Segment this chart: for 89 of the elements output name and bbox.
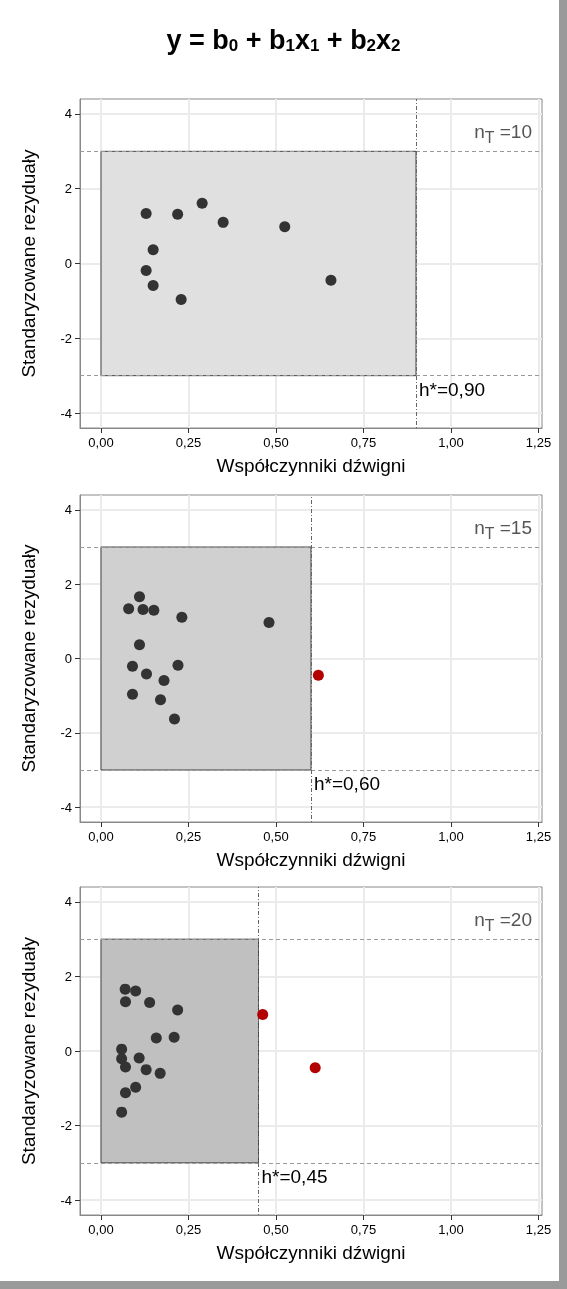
point (312, 669, 324, 681)
point (140, 1064, 152, 1076)
x-tick-label: 1,00 (438, 1222, 464, 1237)
ref-line-label: h*=0,60 (314, 772, 381, 794)
y-tick-label: 2 (64, 968, 72, 984)
x-tick-label: 1,25 (525, 435, 552, 450)
x-tick-label: 0,00 (88, 435, 114, 450)
x-tick-label: 1,00 (438, 435, 464, 450)
point (130, 1081, 142, 1093)
point (120, 996, 131, 1008)
point (120, 1061, 131, 1073)
annotation: n$_{T}$ =10 (474, 121, 532, 149)
point (172, 208, 184, 220)
point (133, 1052, 145, 1064)
y-tick-label: 4 (64, 106, 72, 122)
point (263, 616, 275, 628)
point (257, 1008, 269, 1020)
annotation: n$_{T}$ =20 (474, 909, 532, 936)
x-tick-label: 0,25 (175, 435, 202, 450)
y-axis-title: Standaryzowane rezyduały (18, 936, 39, 1166)
x-tick-label: 0,75 (350, 829, 377, 844)
x-tick-label: 0,00 (88, 1222, 114, 1237)
x-tick-label: 0,50 (263, 829, 289, 844)
point (150, 1032, 162, 1044)
y-tick-label: 2 (64, 576, 72, 592)
ref-line-label: h*=0,90 (419, 378, 486, 400)
y-tick-label: -2 (60, 330, 72, 346)
point (309, 1062, 321, 1074)
annotation: n$_{T}$ =15 (474, 517, 532, 544)
y-tick-label: -2 (60, 725, 72, 741)
point (127, 660, 138, 672)
x-tick-label: 0,00 (88, 829, 114, 844)
y-tick-label: 4 (64, 894, 72, 910)
point (172, 659, 184, 671)
y-tick-label: -4 (60, 799, 72, 815)
point (147, 280, 159, 292)
x-axis-title: Współczynniki dźwigni (216, 1242, 406, 1263)
point (123, 603, 135, 615)
point (127, 688, 138, 700)
point (196, 197, 208, 209)
point (116, 1043, 128, 1055)
chart-title: y = b0 + b1x1 + b2x2 (166, 24, 401, 55)
point (134, 591, 145, 603)
point (325, 274, 337, 286)
point (141, 668, 152, 680)
point (130, 985, 142, 997)
y-tick-label: -4 (60, 405, 72, 421)
x-tick-label: 0,50 (263, 435, 289, 450)
y-axis-title: Standaryzowane rezyduały (18, 148, 39, 378)
x-axis-title: Współczynniki dźwigni (216, 455, 406, 476)
y-tick-label: 2 (64, 181, 72, 197)
point (155, 694, 166, 706)
point (147, 244, 159, 256)
x-tick-label: 1,25 (525, 1222, 552, 1237)
point (175, 293, 187, 305)
x-tick-label: 1,25 (525, 829, 552, 844)
point (116, 1106, 128, 1118)
y-tick-label: 4 (64, 502, 72, 518)
point (154, 1067, 166, 1079)
x-tick-label: 0,25 (175, 1222, 202, 1237)
point (217, 216, 229, 228)
point (137, 603, 149, 615)
point (140, 207, 152, 219)
y-tick-label: 0 (64, 651, 72, 666)
point (172, 1004, 184, 1016)
point (134, 639, 145, 651)
point (120, 1087, 131, 1099)
point (168, 1031, 180, 1043)
x-tick-label: 1,00 (438, 829, 464, 844)
point (279, 221, 291, 233)
x-tick-label: 0,75 (350, 1222, 377, 1237)
y-tick-label: -4 (60, 1192, 72, 1208)
ref-line-label: h*=0,45 (261, 1165, 328, 1187)
x-tick-label: 0,25 (175, 829, 202, 844)
point (176, 611, 188, 623)
point (169, 713, 180, 725)
point (116, 1053, 128, 1065)
point (148, 604, 160, 616)
y-tick-label: 0 (64, 1043, 72, 1059)
point (119, 983, 131, 995)
x-tick-label: 0,75 (350, 435, 377, 450)
y-tick-label: -2 (60, 1118, 72, 1134)
x-axis-title: Współczynniki dźwigni (216, 849, 406, 870)
y-tick-label: 0 (64, 256, 72, 271)
point (140, 265, 152, 277)
y-axis-title: Standaryzowane rezyduały (18, 543, 39, 773)
x-tick-label: 0,50 (263, 1222, 289, 1237)
point (144, 997, 156, 1009)
point (158, 674, 170, 686)
